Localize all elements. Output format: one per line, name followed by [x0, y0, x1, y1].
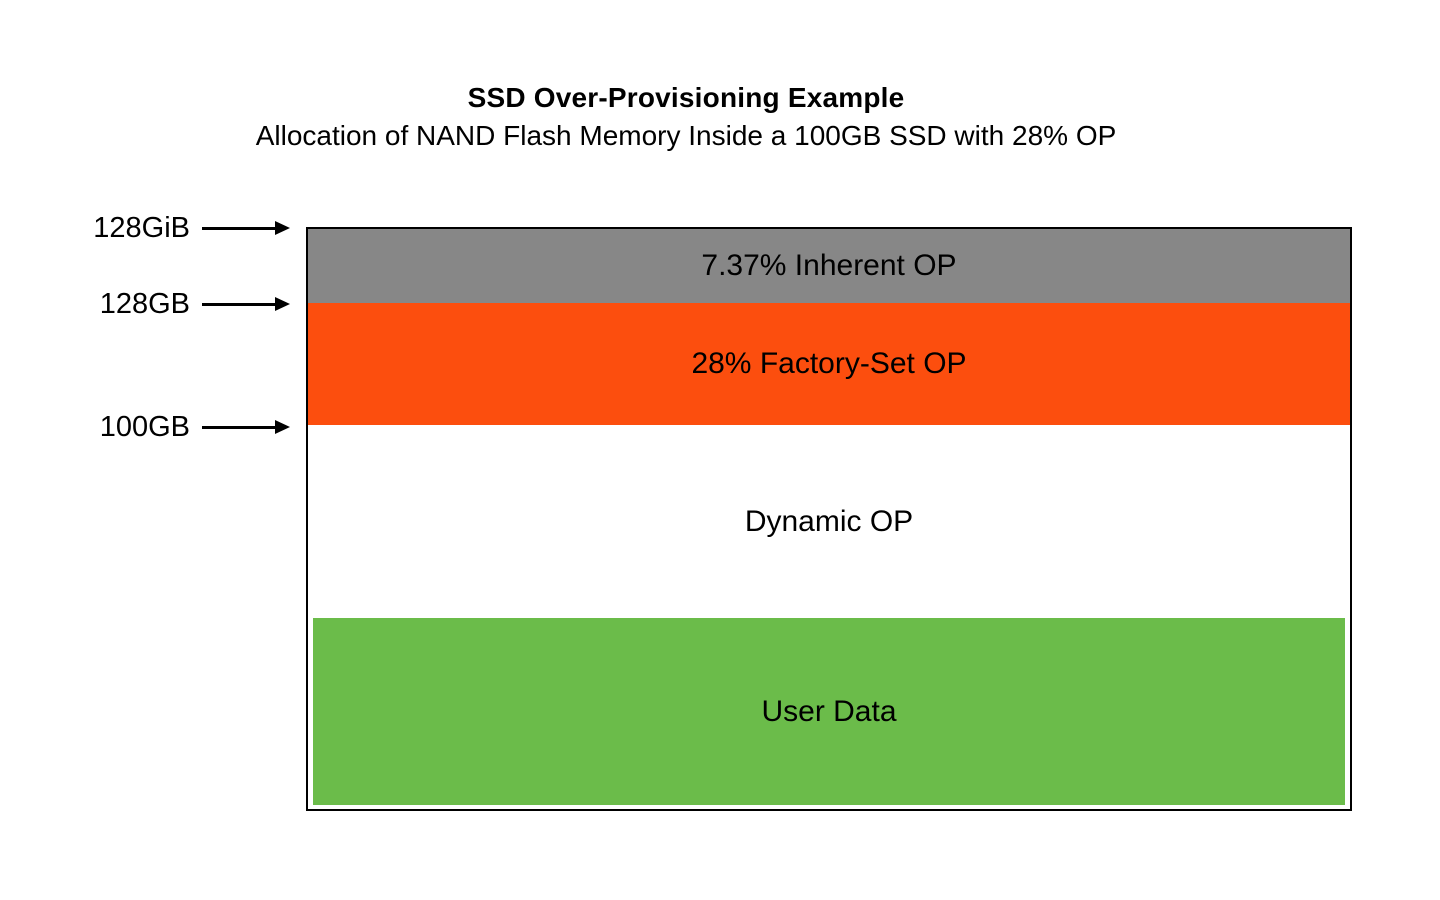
- title-block: SSD Over-Provisioning Example Allocation…: [0, 84, 1372, 150]
- segment-inherent-op-label: 7.37% Inherent OP: [701, 249, 957, 282]
- arrow-head: [275, 297, 290, 311]
- nand-allocation-box: 7.37% Inherent OP 28% Factory-Set OP Dyn…: [306, 227, 1352, 811]
- right-arrow-icon: [202, 419, 290, 435]
- arrow-shaft: [202, 226, 278, 230]
- capacity-marker-100gb: 100GB: [60, 410, 290, 444]
- capacity-label-128gb: 128GB: [99, 288, 190, 320]
- capacity-marker-128gib: 128GiB: [60, 211, 290, 245]
- page-title: SSD Over-Provisioning Example: [467, 82, 905, 113]
- capacity-label-128gib: 128GiB: [93, 212, 190, 244]
- segment-inherent-op: 7.37% Inherent OP: [308, 229, 1350, 303]
- capacity-marker-128gb: 128GB: [60, 287, 290, 321]
- right-arrow-icon: [202, 296, 290, 312]
- segment-factory-set-op-label: 28% Factory-Set OP: [691, 347, 967, 380]
- segment-user-data-label: User Data: [761, 694, 897, 728]
- arrow-shaft: [202, 302, 278, 306]
- capacity-label-100gb: 100GB: [99, 411, 190, 443]
- arrow-shaft: [202, 425, 278, 429]
- segment-dynamic-op: Dynamic OP: [308, 425, 1350, 618]
- arrow-head: [275, 221, 290, 235]
- segment-factory-set-op: 28% Factory-Set OP: [308, 303, 1350, 425]
- segment-dynamic-op-label: Dynamic OP: [744, 504, 914, 538]
- right-arrow-icon: [202, 220, 290, 236]
- segment-user-data: User Data: [313, 618, 1345, 805]
- arrow-head: [275, 420, 290, 434]
- page-subtitle: Allocation of NAND Flash Memory Inside a…: [255, 120, 1117, 151]
